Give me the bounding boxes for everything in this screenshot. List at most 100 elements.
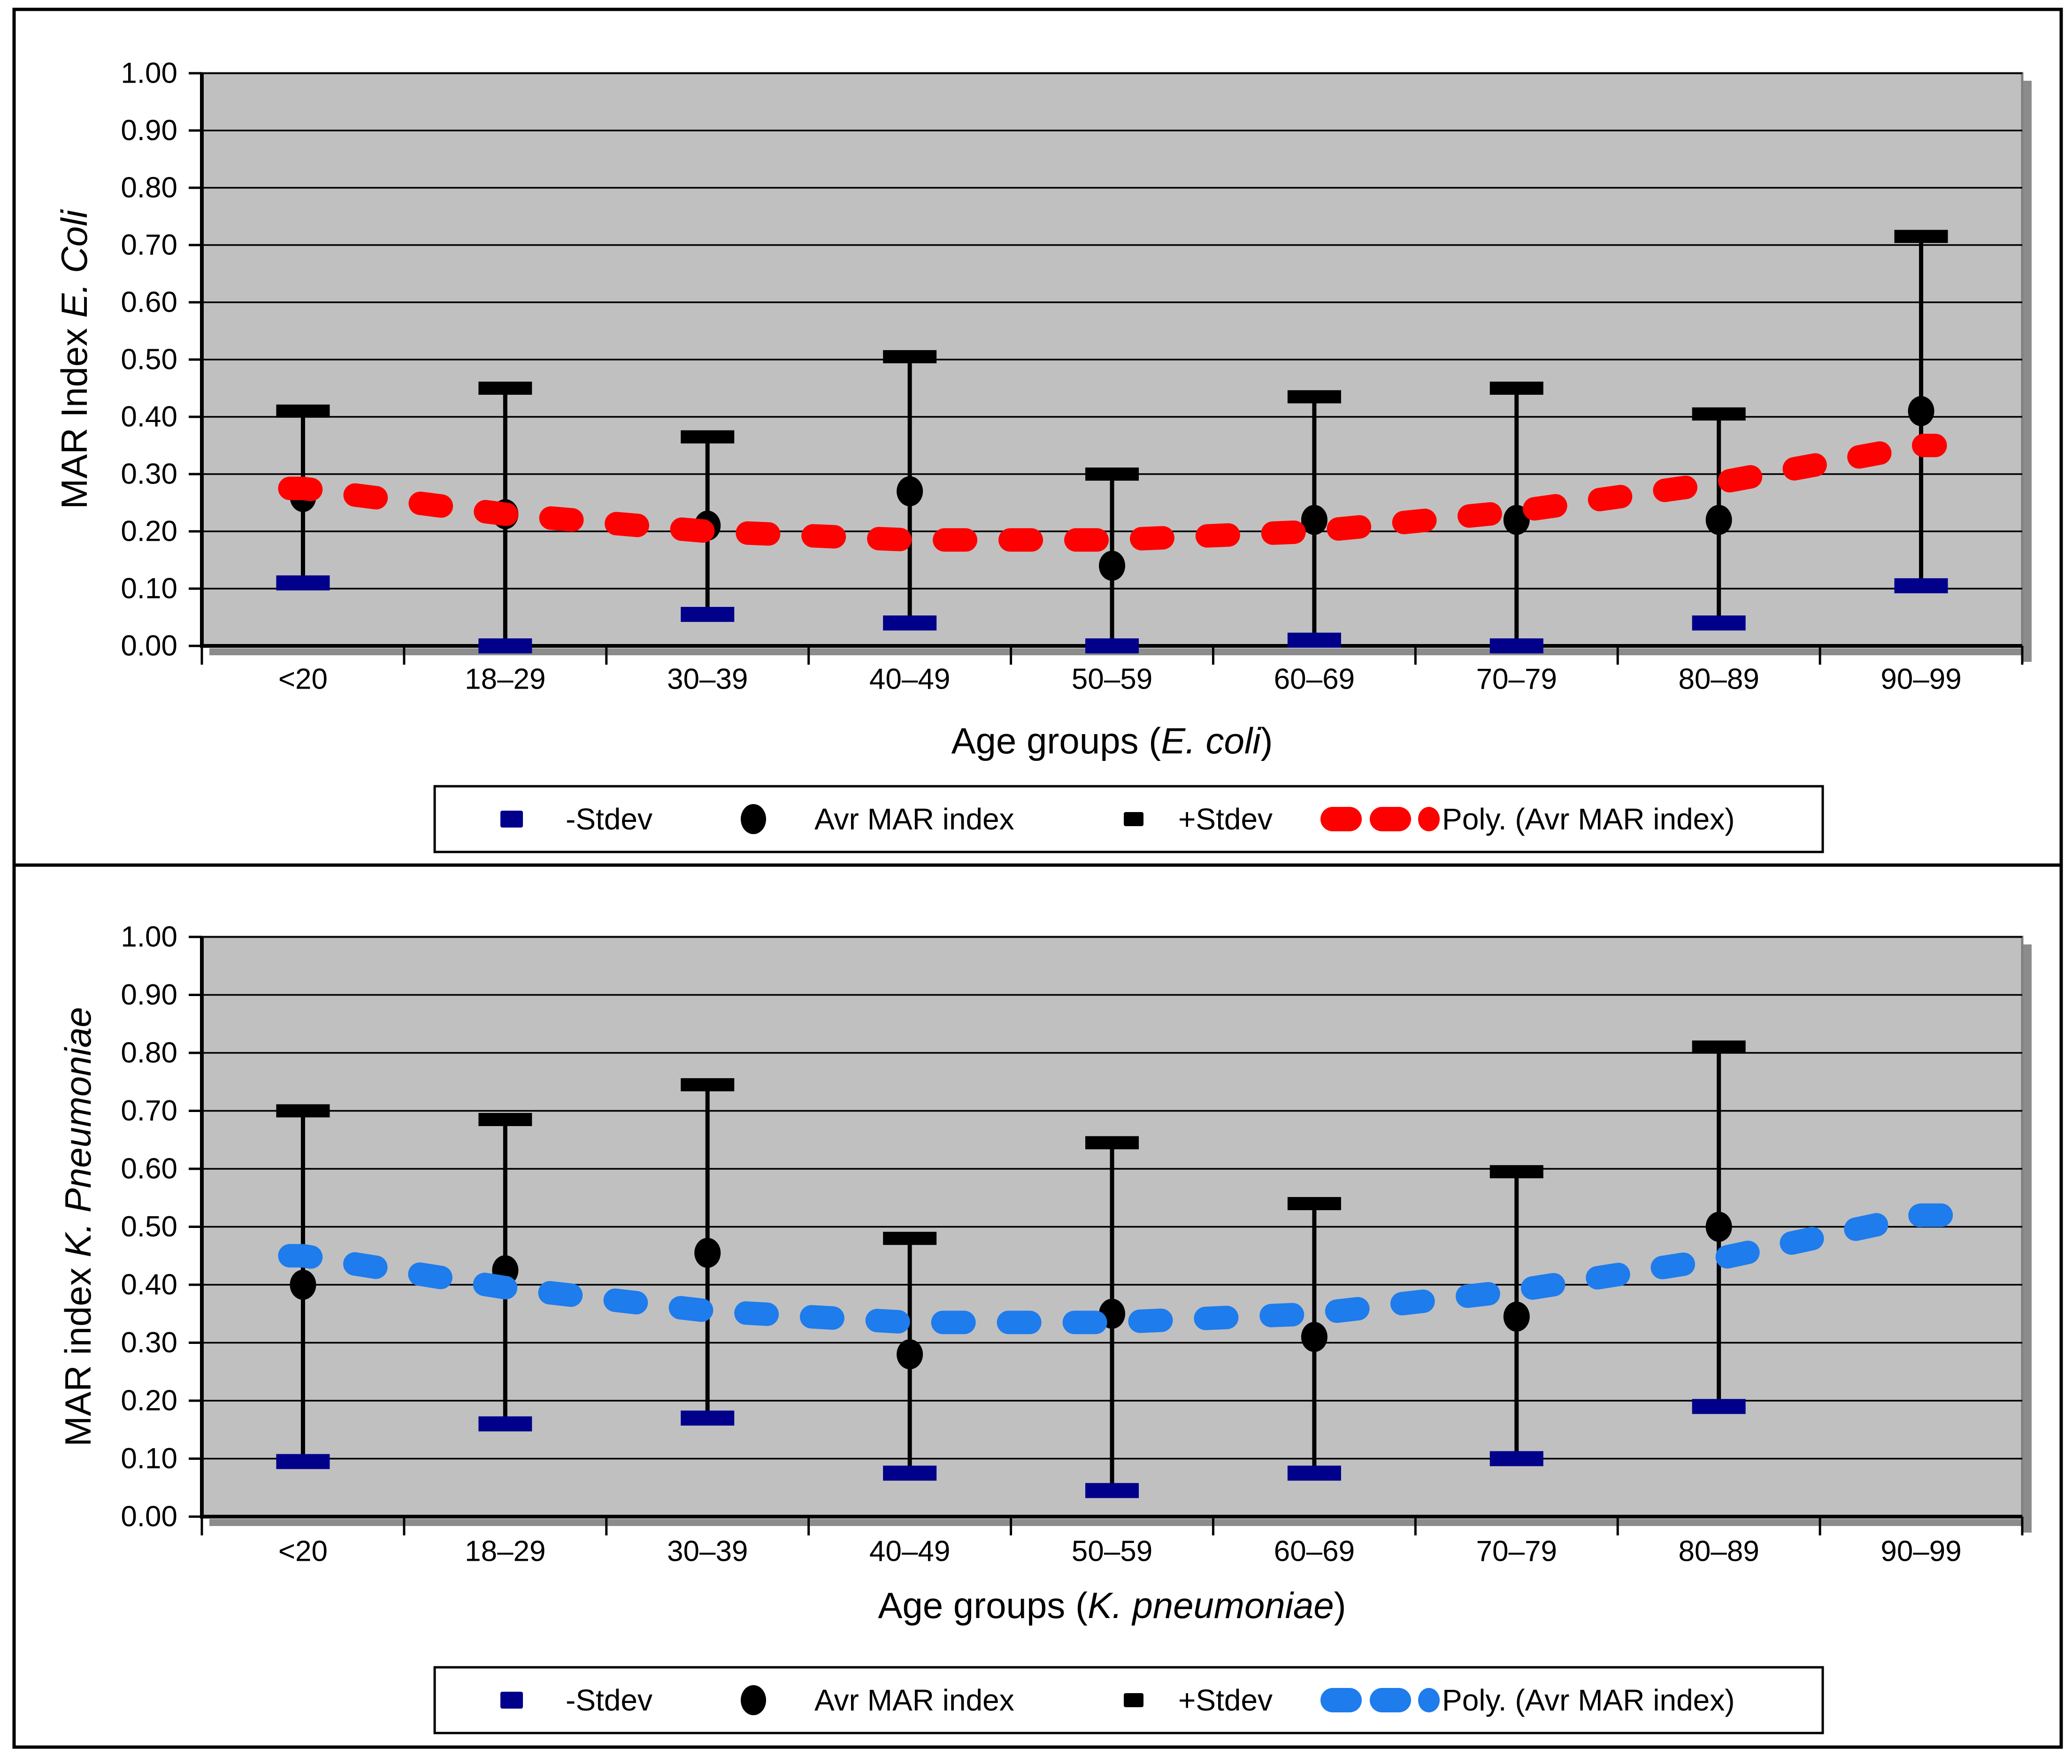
plus-stdev-cap [681, 430, 735, 444]
y-axis-title: MAR index K. Pneumoniae [57, 1007, 99, 1447]
y-tick-label: 0.60 [121, 286, 177, 319]
error-bar-30–39 [681, 1078, 735, 1426]
minus-stdev-cap [681, 1411, 735, 1426]
minus-stdev-cap [1489, 1451, 1543, 1466]
legend-poly-dash [1320, 807, 1362, 831]
x-tick-label: 60–69 [1274, 1535, 1355, 1568]
minus-stdev-cap [1085, 638, 1139, 653]
error-bar-70–79 [1489, 382, 1543, 653]
legend-minus-stdev-marker [500, 811, 523, 828]
legend-avg-label: Avr MAR index [814, 802, 1014, 836]
x-tick-label: 70–79 [1476, 1535, 1557, 1568]
error-bar-50–59 [1085, 468, 1139, 653]
plus-stdev-cap [1489, 382, 1543, 395]
y-tick-label: 0.80 [121, 172, 177, 204]
plus-stdev-cap [883, 350, 937, 363]
x-tick-label: 40–49 [869, 663, 950, 696]
x-axis: <20 18–29 30–39 40–49 50–59 60–69 70–79 80–89 90… [200, 646, 2024, 696]
legend-minus-stdev-label: -Stdev [566, 802, 652, 836]
legend-poly-dash [1370, 807, 1411, 831]
plus-stdev-cap [1894, 230, 1948, 243]
error-bar-80–89 [1692, 407, 1746, 631]
minus-stdev-cap [1085, 1483, 1139, 1498]
legend-poly-label: Poly. (Avr MAR index) [1442, 802, 1735, 836]
avg-mar-dot [1908, 396, 1934, 426]
x-tick-label: 50–59 [1072, 1535, 1152, 1568]
x-tick-label: <20 [278, 1535, 328, 1568]
error-bar-60–69 [1287, 390, 1341, 648]
minus-stdev-cap [478, 1416, 532, 1432]
plus-stdev-cap [1287, 390, 1341, 404]
legend-plus-stdev-marker [1124, 1693, 1143, 1707]
x-tick-label: 60–69 [1274, 663, 1355, 696]
y-tick-label: 0.20 [121, 515, 177, 548]
legend-avg-label: Avr MAR index [814, 1683, 1014, 1717]
legend-poly-dash [1418, 807, 1440, 831]
poly-trend-line [278, 1203, 1985, 1335]
y-axis: 0.00 0.10 0.20 0.30 0.40 0.50 0.60 0.70 0.80 0.90… [121, 57, 202, 662]
y-tick-label: 0.40 [121, 1269, 177, 1301]
avg-mar-dot [897, 1339, 923, 1370]
minus-stdev-cap [1287, 632, 1341, 648]
y-tick-label: 0.00 [121, 1501, 177, 1533]
error-bar-80–89 [1692, 1040, 1746, 1414]
y-tick-label: 1.00 [121, 57, 177, 90]
legend: -Stdev Avr MAR index +Stdev Poly. (Avr MAR … [433, 1666, 1824, 1734]
y-tick-label: 0.70 [121, 1095, 177, 1127]
plus-stdev-cap [478, 382, 532, 395]
legend-avg-marker [741, 804, 766, 834]
minus-stdev-cap [1894, 578, 1948, 593]
minus-stdev-cap [883, 615, 937, 631]
x-tick-label: 30–39 [667, 1535, 748, 1568]
minus-stdev-cap [478, 638, 532, 653]
x-tick-label: 18–29 [465, 663, 545, 696]
minus-stdev-cap [276, 1454, 330, 1469]
x-tick-label: 30–39 [667, 663, 748, 696]
plot-shadow-right [2023, 944, 2032, 1533]
x-tick-label: <20 [278, 663, 328, 696]
minus-stdev-cap [1489, 638, 1543, 653]
error-bar-40–49 [883, 350, 937, 631]
y-axis: 0.00 0.10 0.20 0.30 0.40 0.50 0.60 0.70 0.80 0.90… [121, 921, 202, 1533]
y-tick-label: 0.60 [121, 1153, 177, 1185]
y-tick-label: 0.70 [121, 229, 177, 261]
plus-stdev-cap [681, 1078, 735, 1091]
x-tick-label: 90–99 [1880, 1535, 1961, 1568]
plus-stdev-cap [1085, 1136, 1139, 1150]
minus-stdev-cap [276, 575, 330, 591]
x-tick-label: 90–99 [1880, 663, 1961, 696]
x-tick-label: 50–59 [1072, 663, 1152, 696]
plus-stdev-cap [1287, 1197, 1341, 1211]
error-bar-<20 [276, 1104, 330, 1469]
error-bar-70–79 [1489, 1165, 1543, 1466]
plus-stdev-cap [1692, 407, 1746, 421]
avg-mar-dot [897, 476, 923, 506]
error-bar-40–49 [883, 1232, 937, 1481]
chart-ecoli: 0.00 0.10 0.20 0.30 0.40 0.50 0.60 0.70 0.80 0.90… [12, 8, 2063, 867]
y-tick-label: 0.10 [121, 573, 177, 605]
x-axis-title: Age groups (E. coli) [952, 720, 1273, 761]
legend-plus-stdev-label: +Stdev [1178, 802, 1273, 836]
poly-trend-line [278, 434, 1947, 552]
y-axis-title: MAR Index E. Coli [54, 209, 95, 509]
plot-shadow-right [2023, 81, 2032, 662]
avg-mar-dot [290, 1270, 316, 1300]
y-tick-label: 0.80 [121, 1037, 177, 1069]
x-tick-label: 18–29 [465, 1535, 545, 1568]
legend: -Stdev Avr MAR index +Stdev Poly. (Avr MAR … [433, 785, 1824, 853]
legend-minus-stdev-label: -Stdev [566, 1683, 652, 1717]
legend-minus-stdev-marker [500, 1692, 523, 1709]
x-axis-title: Age groups (K. pneumoniae) [878, 1585, 1346, 1626]
y-tick-label: 0.00 [121, 630, 177, 662]
minus-stdev-cap [681, 606, 735, 622]
avg-mar-dot [1503, 505, 1530, 535]
y-tick-label: 0.90 [121, 979, 177, 1011]
plus-stdev-cap [1692, 1040, 1746, 1054]
legend-poly-dash [1370, 1688, 1411, 1712]
x-tick-label: 80–89 [1678, 663, 1759, 696]
plus-stdev-cap [478, 1113, 532, 1127]
x-tick-label: 80–89 [1678, 1535, 1759, 1568]
plus-stdev-cap [1489, 1165, 1543, 1179]
legend-poly-label: Poly. (Avr MAR index) [1442, 1683, 1735, 1717]
